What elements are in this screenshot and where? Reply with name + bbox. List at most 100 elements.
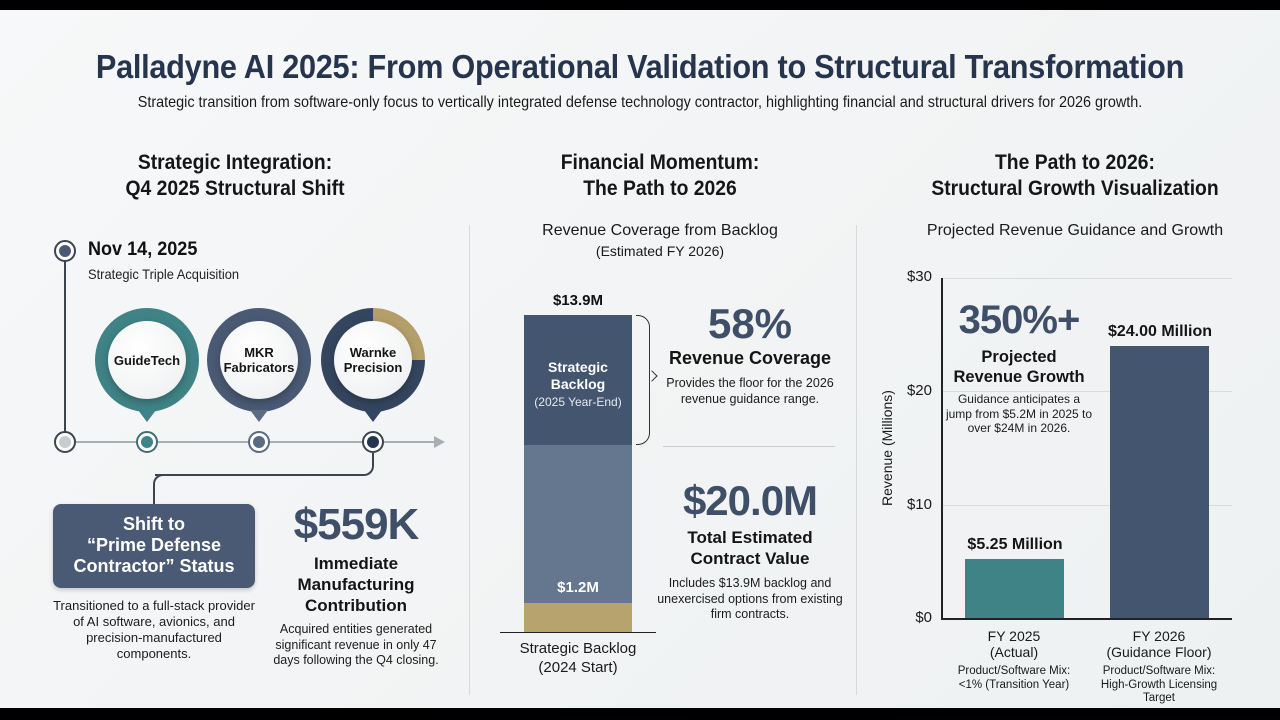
gridline xyxy=(941,391,1232,392)
acquisition-name: Warnke Precision xyxy=(344,345,403,375)
title-line: Total Estimated xyxy=(687,528,813,547)
title-line: Projected xyxy=(981,348,1057,366)
segment-sublabel: (2025 Year-End) xyxy=(534,395,622,409)
coverage-description: Provides the floor for the 2026 revenue … xyxy=(666,376,834,406)
brace-icon xyxy=(636,315,650,445)
callout-line: Contractor” Status xyxy=(73,556,235,576)
bar-fy2026 xyxy=(1110,346,1209,618)
title-line: The Path to 2026 xyxy=(583,177,737,200)
contract-value-description: Includes $13.9M backlog and unexercised … xyxy=(657,576,843,621)
contract-value-title: Total Estimated Contract Value xyxy=(660,527,840,569)
title-line: Structural Growth Visualization xyxy=(931,177,1219,200)
gridline xyxy=(941,505,1232,506)
page-subtitle: Strategic transition from software-only … xyxy=(137,94,1143,111)
ring-pointer xyxy=(364,410,382,422)
x-axis xyxy=(941,618,1232,620)
x-category-label: FY 2025 (Actual) xyxy=(939,628,1089,660)
column-divider xyxy=(469,225,470,695)
name-line: Fabricators xyxy=(223,360,295,375)
growth-value: 350%+ xyxy=(958,298,1081,342)
bar-fy2025 xyxy=(965,559,1064,618)
connector-line xyxy=(155,453,374,476)
title-line: Q4 2025 Structural Shift xyxy=(125,177,345,200)
growth-title: Projected Revenue Growth xyxy=(945,347,1093,387)
acquisition-ring-warnke: Warnke Precision xyxy=(321,308,425,412)
y-tick-label: $0 xyxy=(915,609,932,626)
y-tick-label: $30 xyxy=(906,268,932,285)
ring-pointer xyxy=(138,410,156,422)
manufacturing-stat-title: Immediate Manufacturing Contribution xyxy=(270,553,442,616)
title-line: Manufacturing xyxy=(297,575,415,594)
bar-segment-2025-backlog xyxy=(524,315,632,445)
label-line: FY 2026 xyxy=(1132,628,1186,644)
y-tick-label: $10 xyxy=(906,496,932,513)
callout-description: Transitioned to a full-stack provider of… xyxy=(53,598,255,661)
gridline xyxy=(941,278,1232,279)
label-line: Backlog xyxy=(550,376,606,392)
bar-value-label: $24.00 Million xyxy=(1107,323,1213,340)
title-line: Strategic Integration: xyxy=(137,151,333,174)
infographic-canvas: Palladyne AI 2025: From Operational Vali… xyxy=(0,10,1280,708)
chart-title: Projected Revenue Guidance and Growth xyxy=(926,222,1224,239)
chart-subtitle: (Estimated FY 2026) xyxy=(595,243,725,259)
title-line: Revenue Growth xyxy=(953,368,1085,386)
y-axis xyxy=(941,278,943,619)
coverage-value: 58% xyxy=(707,300,793,347)
x-category-note: Product/Software Mix: <1% (Transition Ye… xyxy=(939,665,1089,692)
note-line: Product/Software Mix: xyxy=(1102,665,1216,677)
chart-baseline xyxy=(500,632,656,633)
column-divider xyxy=(856,225,857,695)
note-line: Target xyxy=(1143,692,1175,704)
manufacturing-stat-description: Acquired entities generated significant … xyxy=(273,622,439,667)
name-line: Precision xyxy=(343,360,403,375)
callout-line: “Prime Defense xyxy=(86,535,222,555)
label-line: Strategic Backlog xyxy=(519,640,637,657)
name-line: MKR xyxy=(244,345,274,360)
y-tick-label: $20 xyxy=(906,382,932,399)
title-line: Financial Momentum: xyxy=(560,151,760,174)
x-category-note: Product/Software Mix: High-Growth Licens… xyxy=(1084,665,1234,706)
note-line: <1% (Transition Year) xyxy=(958,678,1070,691)
label-line: Strategic xyxy=(548,359,608,375)
timeline-node xyxy=(136,431,158,453)
acquisition-label: Warnke Precision xyxy=(334,321,412,399)
bar-segment-options xyxy=(524,445,632,603)
x-category-label: FY 2026 (Guidance Floor) xyxy=(1084,628,1234,660)
timeline-node xyxy=(248,431,270,453)
page-title: Palladyne AI 2025: From Operational Vali… xyxy=(95,48,1185,85)
name-line: Warnke xyxy=(349,345,397,360)
growth-description: Guidance anticipates a jump from $5.2M i… xyxy=(945,392,1093,435)
coverage-title: Revenue Coverage xyxy=(668,348,832,368)
acquisition-name: GuideTech xyxy=(113,352,181,368)
prime-contractor-callout: Shift to “Prime Defense Contractor” Stat… xyxy=(53,504,255,588)
event-description: Strategic Triple Acquisition xyxy=(88,266,240,282)
arrow-right-icon xyxy=(434,436,445,448)
bar-value-label: $5.25 Million xyxy=(967,536,1063,553)
section-title: The Path to 2026: Structural Growth Visu… xyxy=(896,150,1255,202)
bar-total-label: $13.9M xyxy=(552,292,604,309)
title-line: Contribution xyxy=(305,596,407,615)
label-line: (2024 Start) xyxy=(538,659,618,676)
bar-segment-2024-backlog xyxy=(524,603,632,632)
contract-value: $20.0M xyxy=(682,477,818,524)
acquisition-ring-guidetech: GuideTech xyxy=(95,308,199,412)
segment-value-label: $1.2M xyxy=(557,579,599,596)
acquisition-ring-mkr: MKR Fabricators xyxy=(207,308,311,412)
ring-pointer xyxy=(250,410,268,422)
acquisition-label: GuideTech xyxy=(108,321,186,399)
note-line: High-Growth Licensing xyxy=(1100,678,1218,691)
backlog-stacked-bar: Strategic Backlog (2025 Year-End) $1.2M xyxy=(524,315,632,632)
callout-line: Shift to xyxy=(123,514,185,534)
timeline-node xyxy=(362,431,384,453)
section-title: Financial Momentum: The Path to 2026 xyxy=(504,150,817,202)
timeline-vertical-line xyxy=(64,252,66,442)
y-axis-label: Revenue (Millions) xyxy=(879,390,895,506)
title-line: The Path to 2026: xyxy=(995,151,1155,174)
chart-title: Revenue Coverage from Backlog xyxy=(542,222,778,239)
connector-line xyxy=(153,474,165,505)
timeline-start-node xyxy=(54,240,76,262)
section-title: Strategic Integration: Q4 2025 Structura… xyxy=(74,150,396,202)
title-line: Immediate xyxy=(313,554,399,573)
segment-label: Strategic Backlog xyxy=(524,359,632,393)
label-line: FY 2025 xyxy=(987,628,1041,644)
